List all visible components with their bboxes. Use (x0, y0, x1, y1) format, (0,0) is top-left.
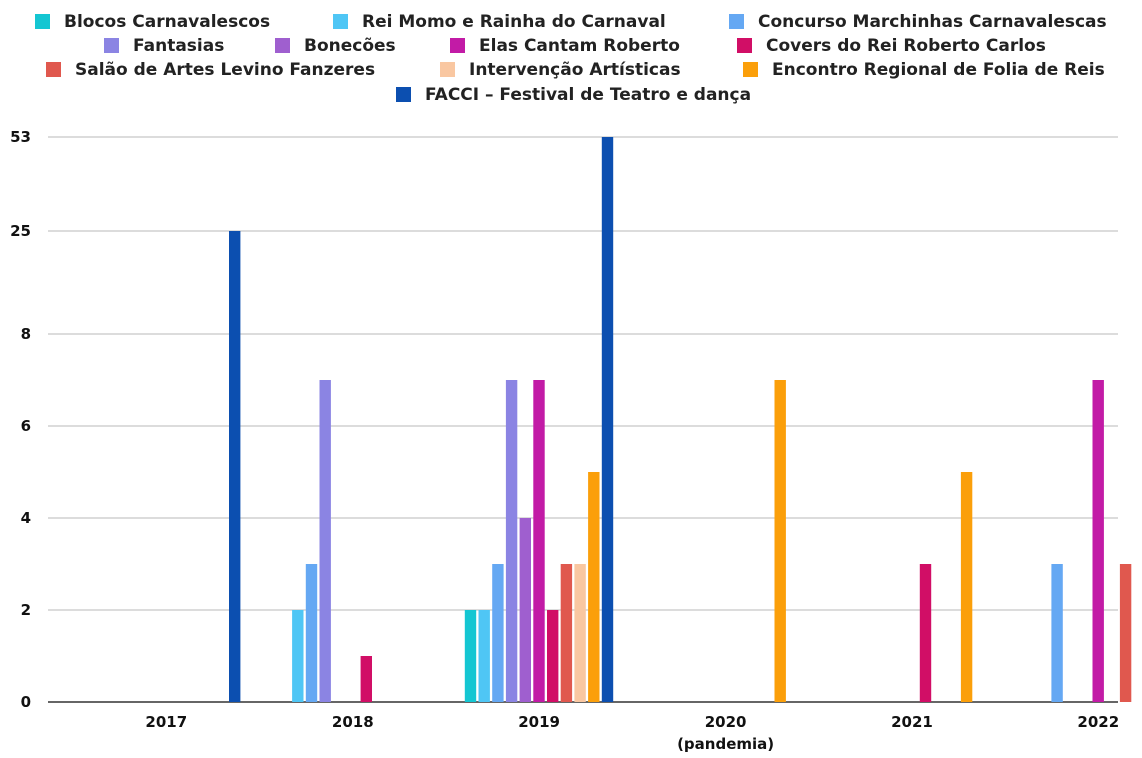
bars (229, 137, 1132, 702)
legend-label: Rei Momo e Rainha do Carnaval (362, 12, 666, 32)
legend-swatch (46, 62, 61, 77)
bar (574, 564, 586, 702)
x-tick-label: 2017 (145, 713, 187, 731)
bar (505, 380, 518, 702)
chart-legend: Blocos Carnavalescos Rei Momo e Rainha do… (35, 12, 1107, 105)
y-tick-label: 0 (21, 693, 31, 711)
legend-swatch (440, 62, 455, 77)
bar (560, 564, 573, 702)
x-tick-label: 2021 (891, 713, 933, 731)
legend-label: Concurso Marchinhas Carnavalescas (758, 12, 1107, 32)
bar (492, 564, 504, 702)
bar (919, 564, 932, 702)
legend-label: Bonecões (304, 36, 396, 56)
bar (292, 610, 304, 702)
bar (547, 610, 559, 702)
legend-swatch (729, 14, 744, 29)
legend-label: Blocos Carnavalescos (64, 12, 270, 32)
legend-swatch (104, 38, 119, 53)
x-tick-label: 2019 (518, 713, 560, 731)
legend-swatch (35, 14, 50, 29)
bar (588, 472, 600, 702)
legend-swatch (396, 87, 411, 102)
legend-label: Fantasias (133, 36, 224, 56)
y-tick-label: 6 (21, 417, 31, 435)
legend-label: Salão de Artes Levino Fanzeres (75, 60, 375, 80)
y-tick-label: 8 (21, 325, 31, 343)
legend-label: Encontro Regional de Folia de Reis (772, 60, 1105, 80)
bar (360, 656, 372, 702)
legend-swatch (275, 38, 290, 53)
bar (533, 380, 545, 702)
bar (229, 231, 241, 702)
x-tick-label: 2020 (705, 713, 747, 731)
x-tick-label: (pandemia) (677, 735, 774, 753)
y-axis-ticks: 0 2 4 6 8 25 53 (10, 128, 31, 711)
bar (1119, 564, 1132, 702)
legend-label: FACCI – Festival de Teatro e dança (425, 85, 751, 105)
gridlines (48, 136, 1118, 703)
x-axis-ticks: 2017 2018 2019 2020 (pandemia) 2021 2022 (145, 713, 1119, 753)
bar (478, 610, 490, 702)
bar (774, 380, 786, 702)
bar (319, 380, 331, 702)
y-tick-label: 53 (10, 128, 31, 146)
bar (519, 518, 531, 702)
x-tick-label: 2022 (1077, 713, 1119, 731)
bar (601, 137, 614, 702)
legend-swatch (450, 38, 465, 53)
bar (464, 610, 477, 702)
legend-label: Covers do Rei Roberto Carlos (766, 36, 1046, 56)
y-tick-label: 4 (21, 509, 31, 527)
x-tick-label: 2018 (332, 713, 374, 731)
legend-swatch (737, 38, 752, 53)
legend-swatch (743, 62, 758, 77)
y-tick-label: 25 (10, 222, 31, 240)
bar (1092, 380, 1104, 702)
bar (960, 472, 973, 702)
legend-label: Intervenção Artísticas (469, 60, 681, 80)
bar (1051, 564, 1063, 702)
legend-swatch (333, 14, 348, 29)
legend-label: Elas Cantam Roberto (479, 36, 680, 56)
y-tick-label: 2 (21, 601, 31, 619)
bar (305, 564, 318, 702)
